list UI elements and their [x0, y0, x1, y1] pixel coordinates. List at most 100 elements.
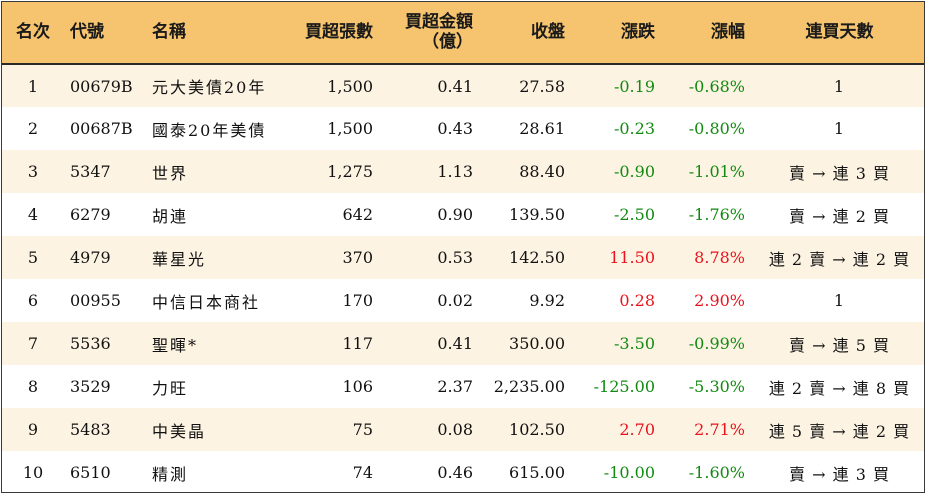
- cell-change-pct: 2.90%: [694, 291, 745, 310]
- cell-change: -0.19: [613, 76, 655, 96]
- table-row: 8 3529 力旺 106 2.37 2,235.00 -125.00 -5.30% 連 2 賣…: [2, 365, 924, 408]
- cell-rank: 10: [22, 463, 44, 482]
- table-row: 5 4979 華星光 370 0.53 142.50 11.50 8.78% 連 2 賣 → 連…: [2, 236, 924, 279]
- header-code: 代號: [64, 2, 146, 65]
- cell-change-pct: -1.60%: [688, 463, 745, 482]
- table-row: 6 00955 中信日本商社 170 0.02 9.92 0.28 2.90% 1: [2, 279, 924, 322]
- cell-rank: 7: [27, 334, 39, 353]
- table-row: 3 5347 世界 1,275 1.13 88.40 -0.90 -1.01% 賣 → 連 3 …: [2, 150, 924, 193]
- cell-code: 3529: [70, 377, 111, 396]
- header-net-buy-amount: 買超金額 （億）: [381, 2, 481, 65]
- cell-rank: 3: [27, 162, 39, 181]
- cell-close: 28.61: [519, 119, 565, 138]
- cell-change: 0.28: [619, 291, 655, 310]
- cell-consecutive-days: 連 5 賣 → 連 2 買: [768, 421, 911, 441]
- cell-net-buy-lots: 75: [352, 420, 373, 439]
- cell-net-buy-amount: 0.43: [437, 119, 473, 138]
- cell-net-buy-amount: 0.41: [437, 76, 473, 96]
- cell-change-pct: 8.78%: [694, 248, 745, 267]
- table-row: 1 00679B 元大美債20年 1,500 0.41 27.58 -0.19 -0.68% 1: [2, 64, 924, 107]
- cell-consecutive-days: 1: [833, 119, 846, 138]
- cell-net-buy-lots: 170: [342, 291, 373, 310]
- table-row: 7 5536 聖暉* 117 0.41 350.00 -3.50 -0.99% 賣 → 連 5 …: [2, 322, 924, 365]
- cell-rank: 8: [27, 377, 39, 396]
- cell-change: 11.50: [609, 248, 655, 267]
- cell-name: 國泰20年美債: [152, 120, 267, 140]
- header-net-buy-lots: 買超張數: [281, 2, 381, 65]
- cell-net-buy-amount: 0.41: [437, 334, 473, 353]
- cell-consecutive-days: 賣 → 連 2 買: [789, 206, 890, 226]
- table-row: 2 00687B 國泰20年美債 1,500 0.43 28.61 -0.23 -0.80% 1: [2, 107, 924, 150]
- cell-code: 00955: [70, 291, 121, 310]
- cell-change-pct: 2.71%: [694, 420, 745, 439]
- header-name: 名稱: [146, 2, 281, 65]
- header-change: 漲跌: [573, 2, 663, 65]
- cell-change: -125.00: [593, 377, 655, 396]
- cell-close: 350.00: [509, 334, 565, 353]
- header-row: 名次 代號 名稱 買超張數 買超金額 （億） 收盤 漲跌 漲幅 連買天數: [2, 2, 924, 65]
- header-rank: 名次: [2, 2, 64, 65]
- header-consecutive-days: 連買天數: [753, 2, 924, 65]
- cell-close: 88.40: [519, 162, 565, 181]
- cell-consecutive-days: 賣 → 連 3 買: [789, 163, 890, 183]
- cell-consecutive-days: 賣 → 連 5 買: [789, 335, 890, 355]
- table-header: 名次 代號 名稱 買超張數 買超金額 （億） 收盤 漲跌 漲幅 連買天數: [2, 2, 924, 65]
- cell-name: 華星光: [152, 249, 207, 269]
- cell-code: 6279: [70, 205, 111, 224]
- cell-change-pct: -0.80%: [688, 119, 745, 138]
- table-row: 4 6279 胡連 642 0.90 139.50 -2.50 -1.76% 賣 → 連 2 買: [2, 193, 924, 236]
- cell-net-buy-amount: 1.13: [437, 162, 473, 181]
- header-net-buy-amount-line2: （億）: [422, 31, 473, 52]
- cell-net-buy-lots: 117: [342, 334, 373, 353]
- cell-net-buy-lots: 1,500: [327, 119, 373, 138]
- cell-close: 9.92: [529, 291, 565, 310]
- cell-name: 胡連: [152, 206, 189, 226]
- cell-net-buy-lots: 74: [352, 463, 373, 482]
- cell-name: 世界: [152, 163, 189, 183]
- cell-change: -10.00: [603, 463, 655, 482]
- header-change-pct: 漲幅: [663, 2, 753, 65]
- cell-net-buy-amount: 0.08: [437, 420, 473, 439]
- header-net-buy-amount-line1: 買超金額: [405, 11, 473, 32]
- cell-close: 27.58: [519, 76, 565, 96]
- cell-consecutive-days: 連 2 賣 → 連 2 買: [768, 249, 911, 269]
- cell-change-pct: -1.01%: [688, 162, 745, 181]
- cell-name: 元大美債20年: [152, 78, 267, 97]
- cell-net-buy-amount: 0.46: [437, 463, 473, 482]
- cell-change: -0.23: [613, 119, 655, 138]
- cell-net-buy-lots: 642: [342, 205, 373, 224]
- table-row: 10 6510 精測 74 0.46 615.00 -10.00 -1.60% 賣 → 連 3 …: [2, 451, 924, 492]
- cell-consecutive-days: 1: [833, 291, 846, 310]
- cell-rank: 9: [27, 420, 39, 439]
- cell-name: 中美晶: [152, 421, 207, 441]
- cell-net-buy-amount: 0.90: [437, 205, 473, 224]
- cell-code: 6510: [70, 463, 111, 482]
- cell-change-pct: -0.68%: [688, 76, 745, 96]
- cell-change-pct: -1.76%: [688, 205, 745, 224]
- cell-code: 00687B: [70, 119, 133, 138]
- cell-change: -2.50: [613, 205, 655, 224]
- cell-rank: 5: [27, 248, 39, 267]
- cell-rank: 4: [27, 205, 39, 224]
- cell-rank: 6: [27, 291, 39, 310]
- cell-consecutive-days: 連 2 賣 → 連 8 買: [768, 378, 911, 398]
- cell-change: 2.70: [619, 420, 655, 439]
- cell-code: 5483: [70, 420, 111, 439]
- cell-close: 102.50: [509, 420, 565, 439]
- cell-net-buy-lots: 106: [342, 377, 373, 396]
- cell-change-pct: -5.30%: [688, 377, 745, 396]
- cell-net-buy-amount: 0.53: [437, 248, 473, 267]
- cell-close: 615.00: [509, 463, 565, 482]
- cell-name: 精測: [152, 464, 189, 484]
- cell-name: 中信日本商社: [152, 292, 261, 312]
- cell-change-pct: -0.99%: [688, 334, 745, 353]
- cell-close: 139.50: [509, 205, 565, 224]
- cell-name: 聖暉*: [152, 335, 199, 355]
- cell-consecutive-days: 賣 → 連 3 買: [789, 464, 890, 484]
- cell-net-buy-lots: 1,275: [327, 162, 373, 181]
- cell-rank: 2: [27, 119, 39, 138]
- cell-close: 2,235.00: [493, 377, 565, 396]
- cell-net-buy-amount: 2.37: [437, 377, 473, 396]
